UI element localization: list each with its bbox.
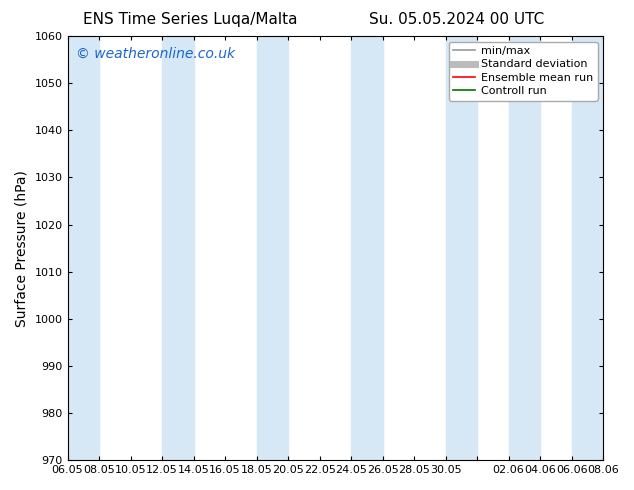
Bar	[351, 36, 382, 460]
Text: Su. 05.05.2024 00 UTC: Su. 05.05.2024 00 UTC	[369, 12, 544, 27]
Legend: min/max, Standard deviation, Ensemble mean run, Controll run: min/max, Standard deviation, Ensemble me…	[449, 42, 598, 100]
Y-axis label: Surface Pressure (hPa): Surface Pressure (hPa)	[15, 170, 29, 326]
Bar	[572, 36, 603, 460]
Bar	[68, 36, 99, 460]
Bar	[446, 36, 477, 460]
Text: ENS Time Series Luqa/Malta: ENS Time Series Luqa/Malta	[83, 12, 297, 27]
Bar	[162, 36, 193, 460]
Bar	[508, 36, 540, 460]
Text: © weatheronline.co.uk: © weatheronline.co.uk	[75, 47, 235, 61]
Bar	[257, 36, 288, 460]
